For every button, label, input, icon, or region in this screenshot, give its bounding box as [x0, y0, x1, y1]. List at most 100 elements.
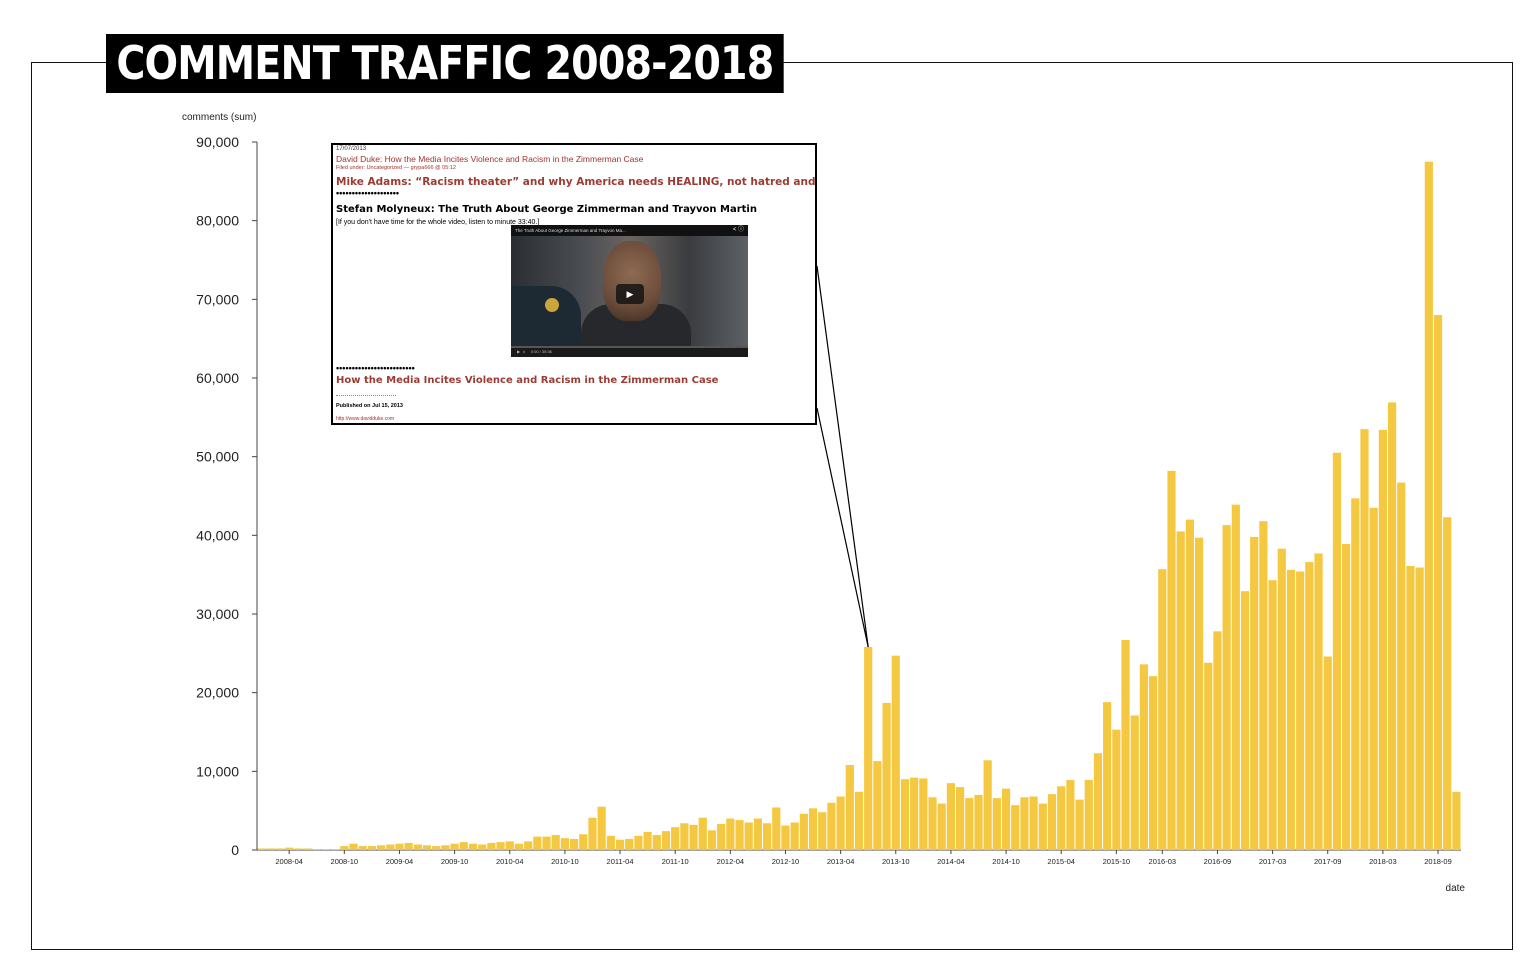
bar[interactable] — [753, 818, 762, 850]
bar[interactable] — [1378, 429, 1387, 850]
bar[interactable] — [1167, 470, 1176, 850]
bar[interactable] — [376, 845, 386, 850]
bar[interactable] — [726, 818, 735, 850]
bar[interactable] — [661, 831, 671, 850]
bar[interactable] — [1103, 702, 1112, 850]
bar[interactable] — [569, 838, 579, 850]
bar[interactable] — [1093, 753, 1103, 850]
bar[interactable] — [983, 760, 992, 850]
bar[interactable] — [294, 848, 303, 850]
bar[interactable] — [1029, 796, 1038, 850]
bar[interactable] — [1452, 791, 1461, 850]
bar[interactable] — [303, 848, 312, 850]
bar[interactable] — [1268, 580, 1277, 850]
bar[interactable] — [762, 823, 772, 850]
bar[interactable] — [1406, 566, 1415, 850]
bar[interactable] — [459, 842, 468, 850]
bar[interactable] — [1250, 536, 1259, 850]
bar[interactable] — [1213, 631, 1222, 850]
bar[interactable] — [735, 820, 744, 850]
bar[interactable] — [413, 844, 422, 850]
bar[interactable] — [321, 849, 331, 850]
bar[interactable] — [597, 806, 606, 850]
bar[interactable] — [1084, 779, 1093, 850]
bar[interactable] — [910, 777, 919, 850]
bar[interactable] — [331, 849, 340, 850]
volume-icon[interactable]: ♬ — [522, 349, 527, 354]
bar[interactable] — [937, 803, 946, 850]
post-heading-media[interactable]: How the Media Incites Violence and Racis… — [336, 375, 719, 386]
video-player[interactable]: The Truth About George Zimmerman and Tra… — [511, 225, 748, 357]
bar[interactable] — [698, 817, 707, 850]
bar[interactable] — [1424, 161, 1433, 850]
bar[interactable] — [1240, 591, 1250, 850]
bar[interactable] — [1158, 569, 1167, 850]
bar[interactable] — [1185, 519, 1194, 850]
bar[interactable] — [965, 798, 974, 850]
bar[interactable] — [606, 835, 615, 850]
bar[interactable] — [1314, 553, 1323, 850]
bar[interactable] — [928, 797, 937, 850]
video-controls[interactable]: ▶ ♬ 0:00 / 35:36 — [511, 346, 748, 357]
bar[interactable] — [1231, 504, 1240, 850]
bar[interactable] — [1286, 569, 1296, 850]
bar[interactable] — [1332, 452, 1342, 850]
bar[interactable] — [1121, 639, 1130, 850]
bar[interactable] — [854, 791, 864, 850]
bar[interactable] — [468, 843, 478, 850]
bar[interactable] — [395, 843, 404, 850]
bar[interactable] — [827, 802, 836, 850]
bar[interactable] — [891, 655, 900, 850]
bar[interactable] — [349, 843, 358, 850]
bar[interactable] — [441, 845, 450, 850]
bar[interactable] — [1057, 786, 1066, 850]
bar[interactable] — [707, 830, 717, 850]
bar[interactable] — [615, 839, 625, 850]
bar[interactable] — [404, 842, 413, 850]
bar[interactable] — [799, 813, 808, 850]
bar[interactable] — [974, 794, 983, 850]
bar[interactable] — [275, 848, 285, 850]
bar[interactable] — [1194, 537, 1204, 850]
post-link-title[interactable]: David Duke: How the Media Incites Violen… — [336, 154, 644, 164]
bar[interactable] — [882, 702, 891, 850]
bar[interactable] — [992, 798, 1001, 850]
bar[interactable] — [386, 844, 395, 850]
bar[interactable] — [680, 823, 689, 850]
bar[interactable] — [781, 825, 790, 850]
bar[interactable] — [422, 845, 432, 850]
bar[interactable] — [285, 847, 294, 850]
bar[interactable] — [1277, 548, 1286, 850]
bar[interactable] — [367, 846, 376, 850]
bar[interactable] — [1397, 482, 1406, 850]
bar[interactable] — [257, 848, 266, 850]
bar[interactable] — [1038, 803, 1047, 850]
play-icon[interactable]: ▶ — [616, 284, 644, 304]
bar[interactable] — [450, 843, 459, 850]
bar[interactable] — [588, 817, 597, 850]
bar[interactable] — [340, 846, 349, 850]
bar[interactable] — [1296, 571, 1305, 850]
bar[interactable] — [1443, 517, 1452, 850]
bar[interactable] — [643, 831, 652, 850]
bar[interactable] — [533, 836, 542, 850]
bar[interactable] — [1415, 567, 1424, 850]
bar[interactable] — [1011, 805, 1020, 850]
bar[interactable] — [625, 838, 634, 850]
bar[interactable] — [1204, 662, 1213, 850]
bar[interactable] — [652, 835, 661, 850]
bar[interactable] — [1259, 521, 1268, 850]
bar[interactable] — [946, 783, 956, 850]
bar[interactable] — [487, 842, 496, 850]
bar[interactable] — [478, 844, 487, 850]
bar[interactable] — [432, 846, 441, 850]
bar[interactable] — [524, 841, 533, 850]
share-icon[interactable]: < ⓘ — [732, 227, 744, 233]
bar[interactable] — [579, 834, 588, 850]
bar[interactable] — [1047, 794, 1057, 850]
bar[interactable] — [1176, 531, 1185, 850]
bar[interactable] — [1130, 715, 1139, 850]
bar[interactable] — [312, 849, 321, 850]
bar[interactable] — [900, 779, 910, 850]
bar[interactable] — [1001, 788, 1011, 850]
